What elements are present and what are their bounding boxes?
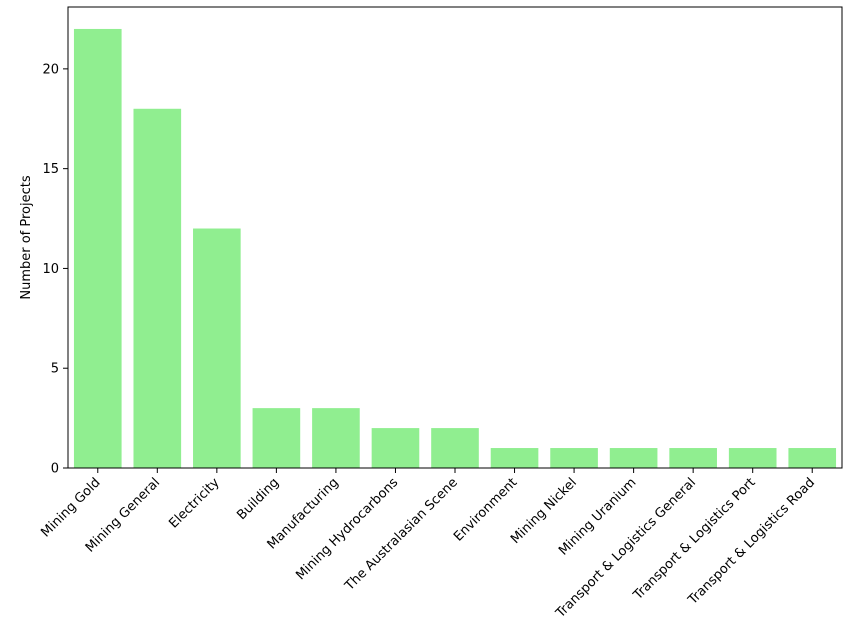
y-tick-label-0: 0 [51,462,59,477]
bar-6 [431,428,479,468]
x-tick-label-2: Electricity [166,475,222,531]
bars-group [73,28,837,468]
y-tick-label-3: 15 [42,162,59,177]
bar-3 [252,408,301,468]
x-tick-label-3: Building [234,475,282,523]
bar-12 [788,448,837,468]
x-tick-label-12: Transport & Logistics Road [685,475,818,608]
y-tick-label-4: 20 [42,62,59,77]
y-tick-label-2: 10 [42,262,59,277]
bar-1 [133,108,182,468]
bar-5 [371,428,420,468]
x-tick-label-5: Mining Hydrocarbons [293,475,401,583]
y-axis: 0 5 10 15 20 [42,62,68,477]
bar-10 [669,448,717,468]
bar-11 [728,448,777,468]
x-tick-label-11: Transport & Logistics Port [630,475,758,603]
x-tick-label-0: Mining Gold [38,475,103,540]
bar-9 [609,448,658,468]
y-tick-label-1: 5 [51,362,59,377]
bar-8 [550,448,598,468]
bar-2 [193,228,241,468]
plot-frame [67,6,843,469]
bar-7 [490,448,539,468]
bar-4 [312,408,360,468]
x-tick-label-6: The Australasian Scene [342,475,461,594]
y-axis-label: Number of Projects [19,175,34,299]
bar-0 [73,28,122,468]
